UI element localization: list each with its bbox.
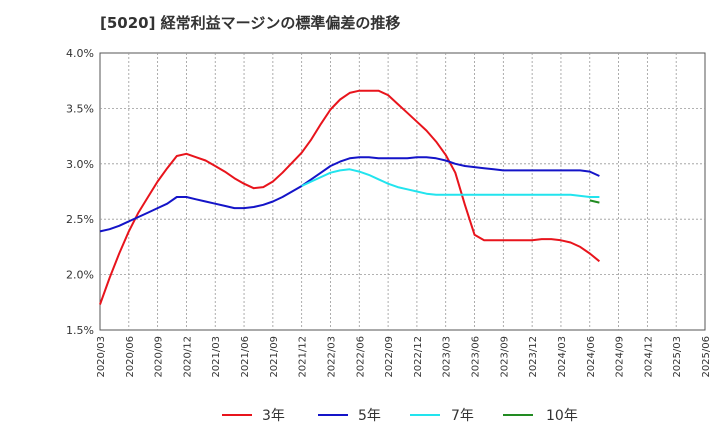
x-tick-label: 2021/03: [211, 336, 222, 378]
x-tick-label: 2025/03: [672, 336, 683, 378]
series-line-2: [301, 168, 600, 198]
x-tick-label: 2024/09: [615, 336, 626, 378]
legend: 3年 5年 7年 10年: [222, 408, 578, 424]
legend-item: 10年: [503, 408, 578, 424]
x-tick-label: 2020/12: [182, 336, 193, 378]
legend-label-3y: 3年: [262, 408, 285, 424]
y-tick-label: 1.5%: [66, 324, 94, 337]
y-tick-label: 4.0%: [66, 47, 94, 60]
legend-item: 3年: [222, 408, 285, 424]
plot-area-border: [99, 52, 706, 331]
series-line-3: [589, 199, 600, 204]
x-tick-label: 2021/12: [298, 336, 309, 378]
x-tick-label: 2023/09: [499, 336, 510, 378]
legend-label-5y: 5年: [358, 408, 381, 424]
legend-label-10y: 10年: [546, 408, 578, 424]
x-tick-label: 2022/03: [326, 336, 337, 378]
x-tick-label: 2024/12: [643, 336, 654, 378]
vertical-gridlines: [128, 53, 677, 330]
series-line-1: [99, 156, 600, 233]
x-tick-label: 2020/06: [125, 336, 136, 378]
x-tick-label: 2021/09: [269, 336, 280, 378]
x-tick-label: 2024/03: [557, 336, 568, 378]
legend-label-7y: 7年: [451, 408, 474, 424]
x-tick-label: 2020/03: [96, 336, 107, 378]
horizontal-gridlines: [100, 108, 705, 276]
x-tick-label: 2020/09: [154, 336, 165, 378]
series-lines: [99, 89, 601, 305]
legend-item: 5年: [318, 408, 381, 424]
x-tick-label: 2021/06: [240, 336, 251, 378]
x-tick-label: 2024/06: [586, 336, 597, 378]
legend-item: 7年: [410, 408, 474, 424]
y-tick-label: 2.0%: [66, 269, 94, 282]
x-tick-label: 2022/09: [384, 336, 395, 378]
x-tick-label: 2022/06: [355, 336, 366, 378]
y-tick-label: 3.0%: [66, 158, 94, 171]
y-axis-ticks: 4.0% 3.5% 3.0% 2.5% 2.0% 1.5%: [66, 47, 94, 337]
x-tick-label: 2023/06: [471, 336, 482, 378]
y-tick-label: 3.5%: [66, 102, 94, 115]
chart-title: [5020] 経常利益マージンの標準偏差の推移: [100, 14, 401, 32]
x-tick-label: 2023/03: [442, 336, 453, 378]
y-tick-label: 2.5%: [66, 213, 94, 226]
series-line-0: [99, 89, 601, 305]
x-tick-label: 2023/12: [528, 336, 539, 378]
x-tick-label: 2022/12: [413, 336, 424, 378]
x-tick-label: 2025/06: [701, 336, 712, 378]
x-axis-ticks: 2020/03 2020/06 2020/09 2020/12 2021/03 2021/…: [96, 336, 712, 378]
